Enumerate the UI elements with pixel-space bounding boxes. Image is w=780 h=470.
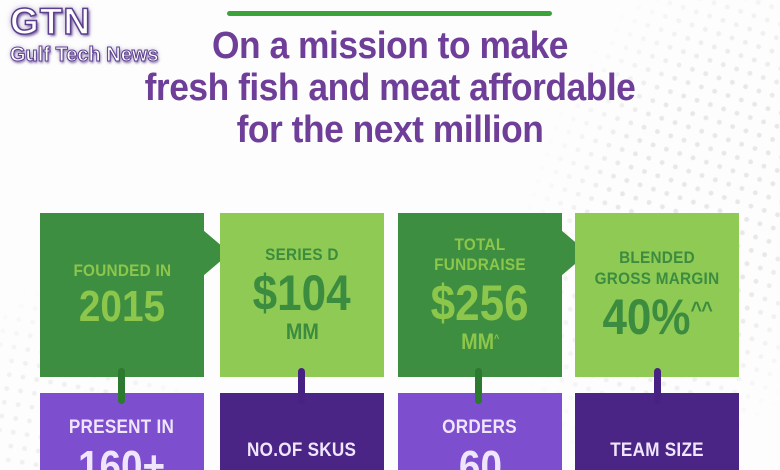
stat-card-skus: NO.OF SKUS 2000 [220,393,384,470]
stat-value: 160+ [78,442,166,470]
stat-suffix: MM^ [461,329,499,355]
connector-skus [298,368,305,404]
stat-value: 2015 [78,281,166,331]
stat-card-series-d: SERIES D $104 MM [220,213,384,377]
stat-value: 40%^^ [602,288,712,345]
stat-value: 60 [458,442,502,470]
stat-card-total-fundraise: TOTAL FUNDRAISE $256 MM^ [398,213,588,377]
title-line-1: On a mission to make [211,25,568,67]
stat-label: PRESENT IN [69,417,175,438]
stat-value: $104 [253,265,351,322]
connector-orders [475,368,482,404]
stat-card-gross-margin: BLENDED GROSS MARGIN 40%^^ [575,213,739,377]
gtn-watermark-logo: GTN Gulf Tech News [9,1,160,67]
connector-team [654,368,661,404]
stat-label: TOTAL FUNDRAISE [434,235,526,275]
stat-label: NO.OF SKUS [247,440,357,461]
stat-label: SERIES D [265,245,339,265]
logo-acronym: GTN [9,1,92,43]
accent-line [227,11,552,16]
stat-value: 2000 [259,468,345,470]
stat-label: TEAM SIZE [610,440,704,461]
title-line-2: fresh fish and meat affordable [144,67,636,109]
stat-label: FOUNDED IN [73,261,171,281]
logo-name: Gulf Tech News [10,43,160,66]
stat-suffix: MM [285,319,319,345]
stat-card-founded-in: FOUNDED IN 2015 [40,213,230,377]
stat-card-team-size: TEAM SIZE [575,393,739,470]
connector-founded [118,368,125,404]
stat-card-orders: ORDERS 60 [398,393,562,470]
title-line-3: for the next million [236,109,544,151]
page-title: On a mission to make fresh fish and meat… [27,25,752,151]
stat-label: BLENDED GROSS MARGIN [594,248,720,288]
footnote-marker: ^ [494,333,499,345]
stat-card-present-in: PRESENT IN 160+ [40,393,204,470]
stat-label: ORDERS [442,417,518,438]
footnote-marker: ^^ [690,296,712,322]
stat-value: $256 [431,275,529,332]
